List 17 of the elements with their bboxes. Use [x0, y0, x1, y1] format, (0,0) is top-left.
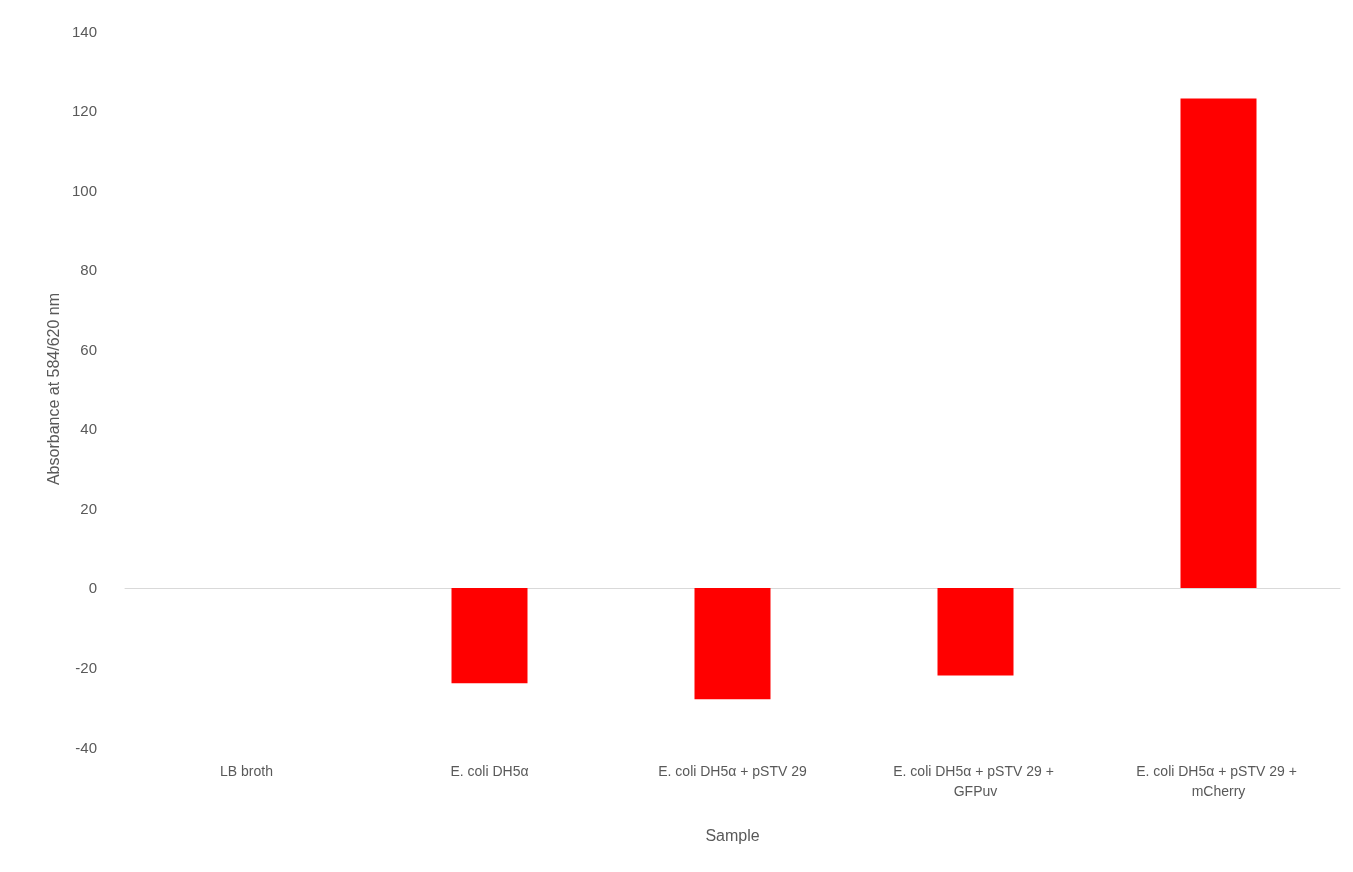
- x-tick-label: E. coli DH5α: [450, 763, 529, 779]
- y-tick-label: 120: [71, 102, 97, 120]
- y-tick-label: -20: [75, 658, 97, 676]
- y-tick-label: 60: [80, 340, 97, 358]
- y-tick-label: 80: [80, 261, 97, 279]
- y-tick-label: 140: [71, 22, 97, 40]
- x-tick-label: E. coli DH5α + pSTV 29: [658, 763, 807, 779]
- y-tick-label: 40: [80, 420, 97, 438]
- y-axis-title: Absorbance at 584/620 nm: [44, 292, 62, 486]
- y-tick-label: 0: [88, 579, 97, 597]
- x-tick-label: LB broth: [220, 763, 273, 779]
- y-tick-label: -40: [75, 738, 97, 756]
- x-tick-label: E. coli DH5α + pSTV 29 + GFPuv: [893, 763, 1058, 799]
- x-tick-label: E. coli DH5α + pSTV 29 + mCherry: [1136, 763, 1301, 799]
- x-axis-title: Sample: [705, 826, 760, 844]
- y-tick-label: 100: [71, 181, 97, 199]
- y-tick-label: 20: [80, 499, 97, 517]
